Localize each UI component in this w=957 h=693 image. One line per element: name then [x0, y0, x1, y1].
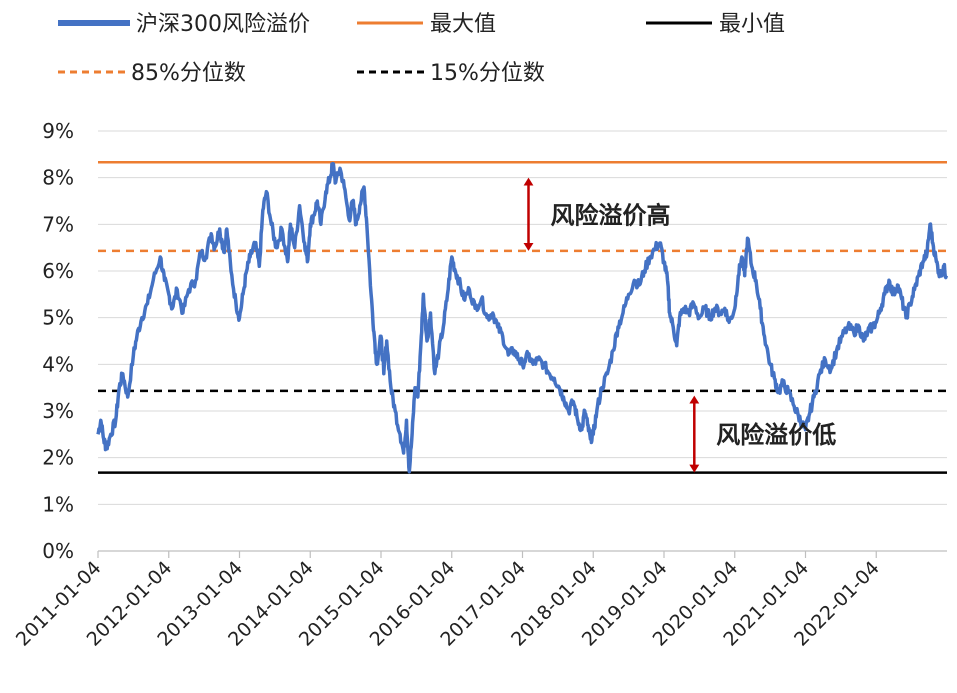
legend-label-series: 沪深300风险溢价 — [136, 12, 310, 37]
y-tick-label: 0% — [42, 539, 74, 563]
series-line-hs300-risk-premium — [96, 161, 948, 474]
legend: 沪深300风险溢价 最大值 最小值 85%分位数 15%分位数 — [58, 12, 785, 86]
legend-label-min: 最小值 — [719, 12, 785, 37]
legend-label-p15: 15%分位数 — [430, 61, 545, 86]
annotation-label: 风险溢价低 — [716, 421, 836, 449]
y-tick-label: 5% — [42, 306, 74, 330]
y-tick-label: 3% — [42, 399, 74, 423]
y-tick-label: 1% — [42, 492, 74, 516]
y-axis-ticks: 0% 1% 2% 3% 4% 5% 6% 7% 8% 9% — [42, 119, 74, 563]
annotation-label: 风险溢价高 — [551, 201, 671, 229]
y-tick-label: 2% — [42, 446, 74, 470]
legend-label-max: 最大值 — [430, 12, 496, 37]
legend-label-p85: 85%分位数 — [131, 61, 246, 86]
x-axis: 2011-01-042012-01-042013-01-042014-01-04… — [12, 550, 947, 651]
y-tick-label: 6% — [42, 259, 74, 283]
y-tick-label: 9% — [42, 119, 74, 143]
y-tick-label: 4% — [42, 352, 74, 376]
y-tick-label: 8% — [42, 166, 74, 190]
reference-lines — [98, 161, 947, 474]
gridlines — [98, 130, 947, 505]
y-tick-label: 7% — [42, 212, 74, 236]
series-layer — [96, 161, 948, 474]
